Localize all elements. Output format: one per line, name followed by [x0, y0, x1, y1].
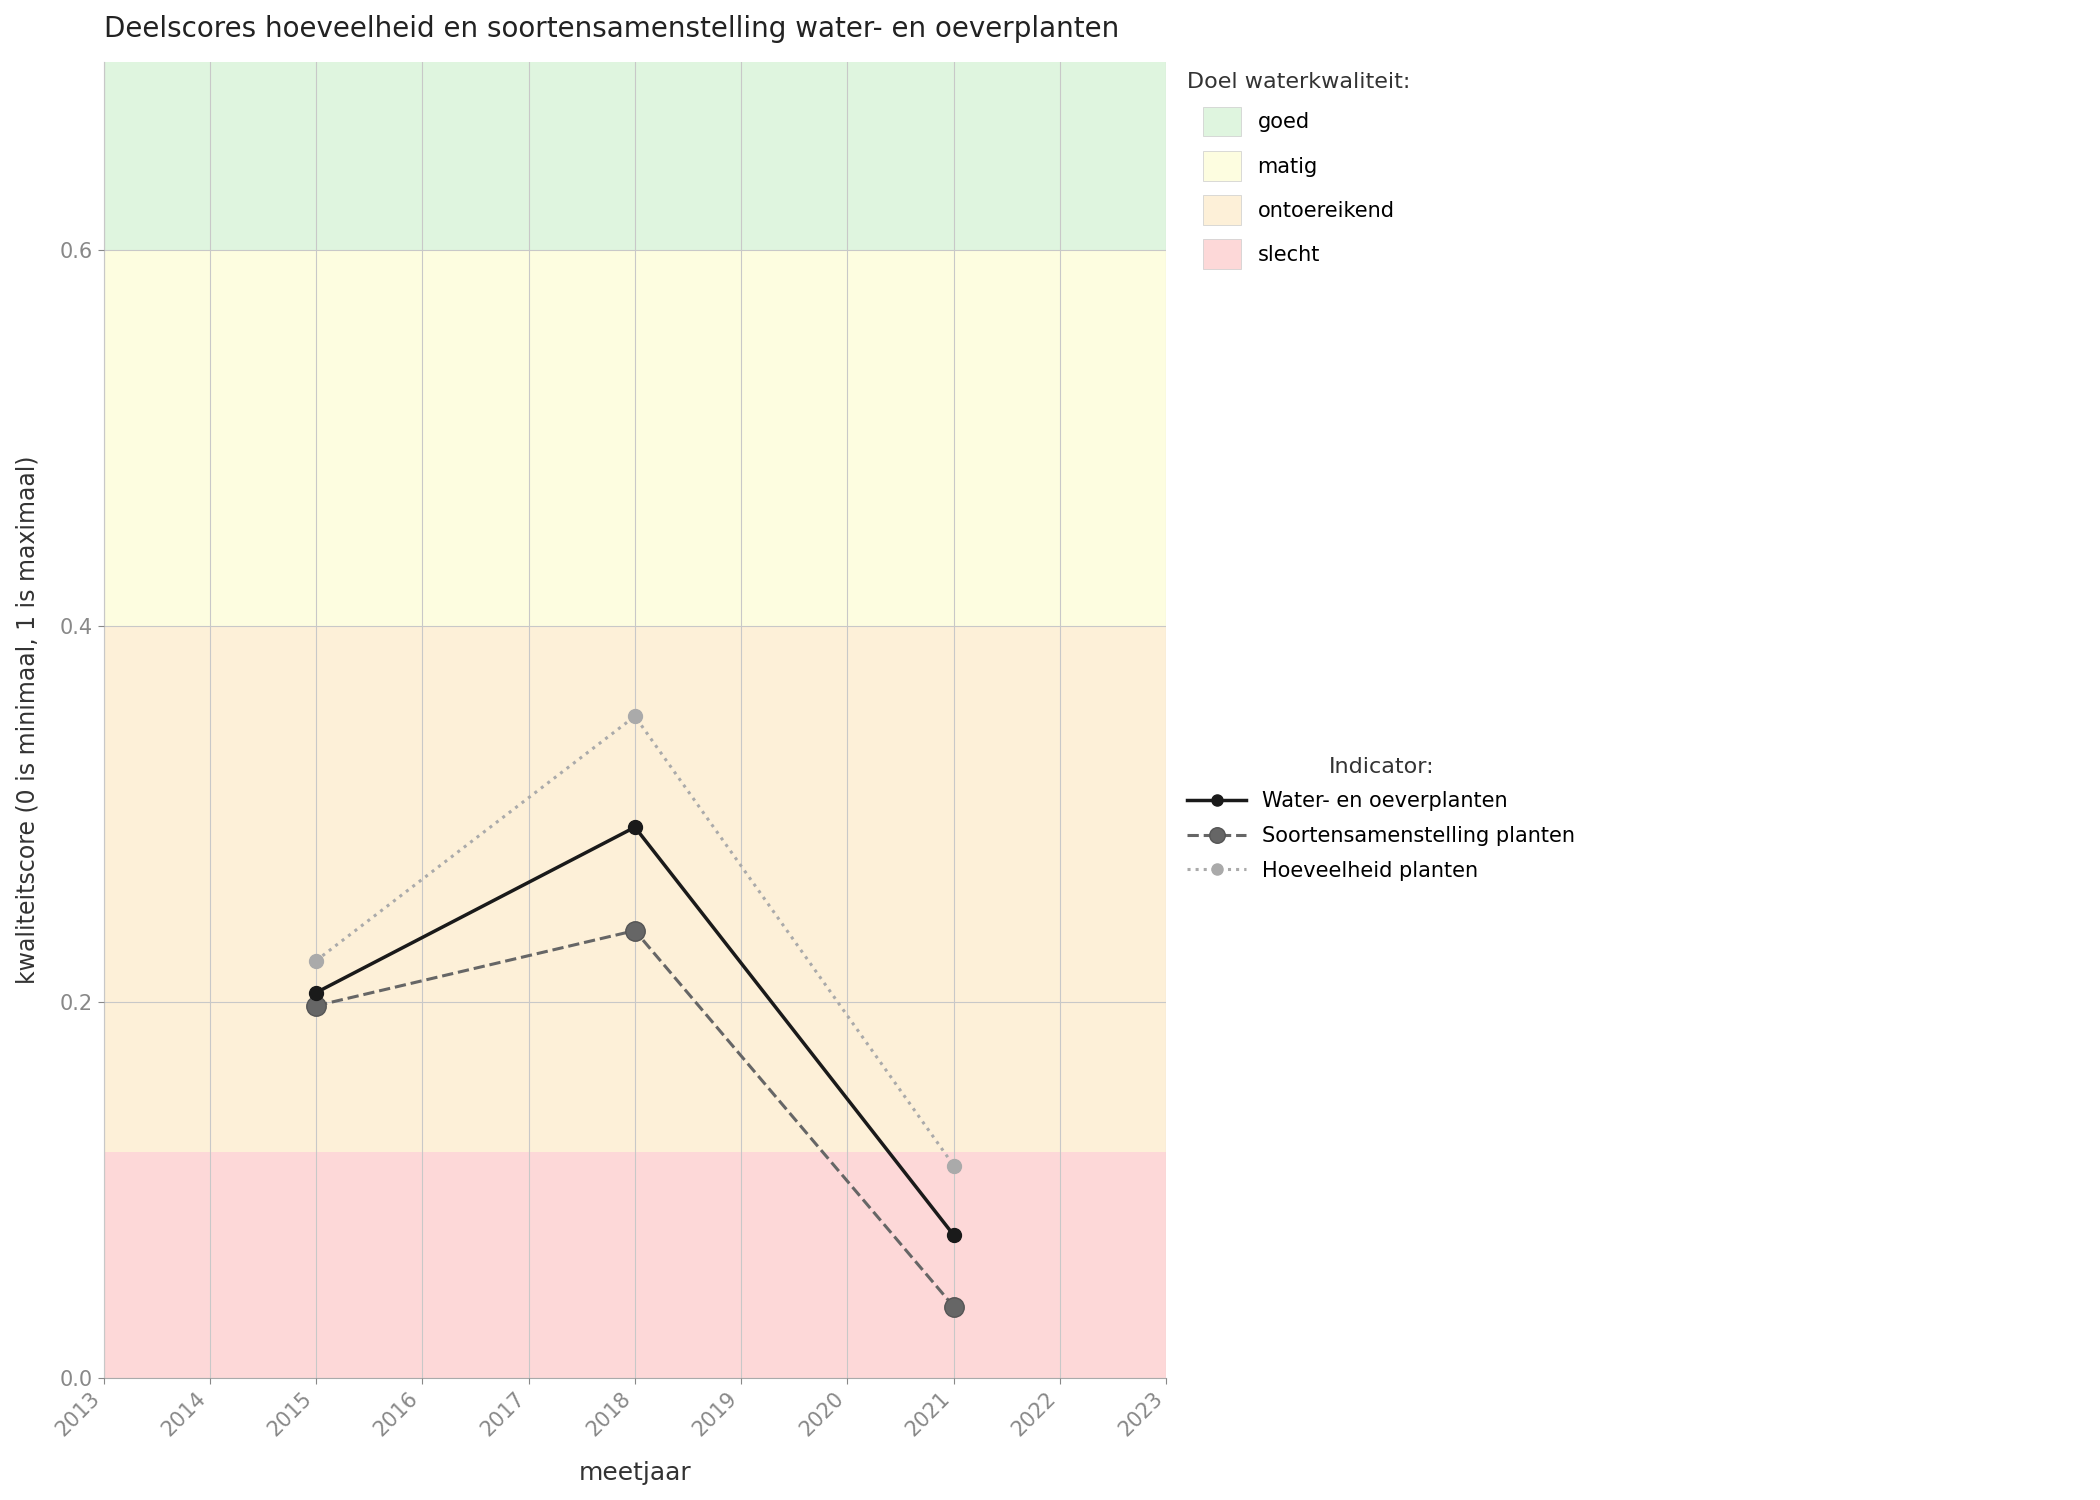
Y-axis label: kwaliteitscore (0 is minimaal, 1 is maximaal): kwaliteitscore (0 is minimaal, 1 is maxi… [15, 456, 40, 984]
Hoeveelheid planten [304, 951, 330, 969]
Line: Hoeveelheid planten: Hoeveelheid planten [309, 710, 960, 1173]
Line: Soortensamenstelling planten: Soortensamenstelling planten [307, 921, 964, 1317]
Text: Deelscores hoeveelheid en soortensamenstelling water- en oeverplanten: Deelscores hoeveelheid en soortensamenst… [103, 15, 1119, 44]
Bar [103, 62, 1166, 250]
Hoeveelheid planten [941, 1156, 966, 1174]
X-axis label: meetjaar: meetjaar [578, 1461, 691, 1485]
Bar [103, 1152, 1166, 1378]
Soortensamenstelling planten [941, 1298, 966, 1316]
Water- en oeverplanten [622, 818, 647, 836]
Water- en oeverplanten [304, 984, 330, 1002]
Hoeveelheid planten [622, 708, 647, 726]
Bar [103, 626, 1166, 1152]
Water- en oeverplanten [941, 1226, 966, 1244]
Soortensamenstelling planten [304, 998, 330, 1016]
Soortensamenstelling planten [622, 921, 647, 939]
Legend: Water- en oeverplanten, Soortensamenstelling planten, Hoeveelheid planten: Water- en oeverplanten, Soortensamenstel… [1186, 758, 1575, 880]
Line: Water- en oeverplanten: Water- en oeverplanten [309, 821, 960, 1242]
Bar [103, 251, 1166, 626]
